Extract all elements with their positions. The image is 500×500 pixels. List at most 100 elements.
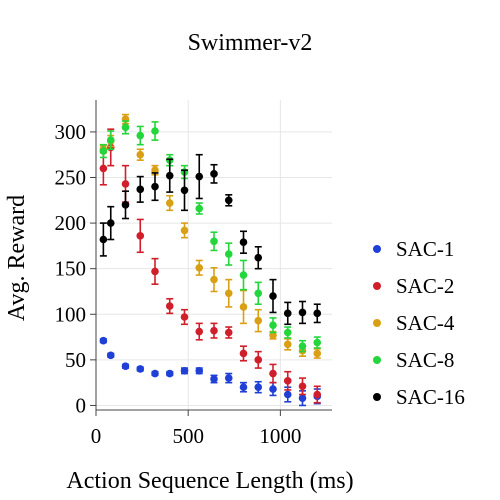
data-point	[165, 369, 174, 378]
y-tick-label: 250	[55, 166, 87, 190]
data-point	[254, 383, 263, 392]
data-point	[165, 199, 174, 207]
y-tick-label: 300	[55, 120, 87, 144]
legend: SAC-1 SAC-2 SAC-4 SAC-8 SAC-16	[373, 237, 465, 409]
data-point	[136, 150, 145, 159]
data-point	[210, 375, 218, 383]
legend-item: SAC-4	[373, 311, 455, 335]
data-point	[195, 172, 204, 181]
data-point	[239, 238, 248, 247]
data-point	[151, 369, 159, 378]
data-point	[224, 250, 233, 258]
data-point	[210, 237, 218, 246]
data-point	[210, 326, 218, 335]
data-point	[121, 362, 130, 371]
legend-label: SAC-8	[396, 348, 454, 372]
legend-marker	[373, 393, 381, 401]
data-point	[239, 303, 248, 311]
data-point	[180, 186, 189, 195]
data-point	[210, 275, 218, 284]
data-point	[224, 374, 233, 382]
legend-item: SAC-8	[373, 348, 454, 372]
data-point	[106, 219, 115, 227]
data-point	[269, 292, 277, 300]
data-point	[224, 328, 233, 337]
data-point	[254, 289, 263, 298]
data-point	[239, 383, 248, 392]
data-point	[283, 390, 292, 399]
data-point	[283, 377, 292, 385]
data-point	[269, 321, 277, 330]
data-point	[136, 131, 145, 140]
data-point	[269, 369, 277, 378]
plot-area	[96, 100, 332, 410]
series-sac-16	[99, 153, 322, 326]
data-point	[99, 164, 108, 173]
data-point	[195, 204, 204, 213]
y-tick-label: 150	[55, 257, 87, 281]
data-point	[151, 127, 159, 135]
data-point	[121, 123, 130, 132]
data-point	[121, 201, 130, 209]
data-point	[298, 308, 307, 317]
data-point	[136, 365, 145, 373]
data-point	[313, 338, 322, 347]
x-axis-ticks: 0 500 1000	[91, 410, 301, 448]
legend-item: SAC-1	[373, 237, 454, 261]
data-point	[121, 180, 130, 188]
data-point	[239, 271, 248, 279]
x-axis-label: Action Sequence Length (ms)	[66, 468, 353, 494]
data-point	[99, 235, 108, 244]
data-point	[224, 196, 233, 205]
series-sac-8	[99, 120, 322, 353]
x-tick-label: 500	[172, 424, 204, 448]
data-point	[99, 147, 108, 155]
data-point	[298, 394, 307, 402]
x-tick-label: 1000	[259, 424, 301, 448]
data-point	[136, 232, 145, 240]
legend-item: SAC-16	[373, 385, 465, 409]
data-point	[313, 309, 322, 318]
data-point	[269, 385, 277, 393]
x-tick-label: 0	[91, 424, 102, 448]
data-point	[165, 171, 174, 180]
data-point	[224, 289, 233, 298]
data-point	[239, 349, 248, 358]
data-point	[254, 316, 263, 325]
data-point	[298, 342, 307, 350]
y-tick-label: 50	[65, 348, 86, 372]
legend-marker	[373, 245, 381, 253]
data-point	[195, 366, 204, 375]
data-point	[151, 267, 159, 276]
legend-item: SAC-2	[373, 274, 454, 298]
y-axis-label: Avg. Reward	[4, 195, 30, 321]
data-point	[283, 328, 292, 337]
data-point	[195, 327, 204, 336]
axes	[95, 100, 332, 411]
series-layer	[99, 113, 322, 407]
y-tick-label: 200	[55, 211, 87, 235]
data-point	[165, 302, 174, 310]
y-tick-label: 0	[76, 393, 87, 417]
data-point	[180, 226, 189, 235]
data-point	[313, 390, 322, 399]
legend-marker	[373, 282, 381, 290]
legend-marker	[373, 319, 381, 327]
legend-label: SAC-16	[396, 385, 465, 409]
data-point	[298, 382, 307, 391]
y-tick-label: 100	[55, 302, 87, 326]
data-point	[106, 351, 115, 360]
data-point	[283, 340, 292, 349]
data-point	[99, 336, 108, 345]
data-point	[254, 253, 263, 262]
y-axis-ticks: 0 50 100 150 200 250 300	[55, 120, 96, 417]
data-point	[180, 313, 189, 321]
data-point	[136, 185, 145, 194]
chart-title: Swimmer-v2	[188, 30, 313, 56]
series-sac-2	[99, 128, 322, 404]
legend-label: SAC-2	[396, 274, 454, 298]
data-point	[151, 166, 159, 175]
data-point	[210, 170, 218, 178]
data-point	[180, 366, 189, 375]
legend-marker	[373, 356, 381, 364]
